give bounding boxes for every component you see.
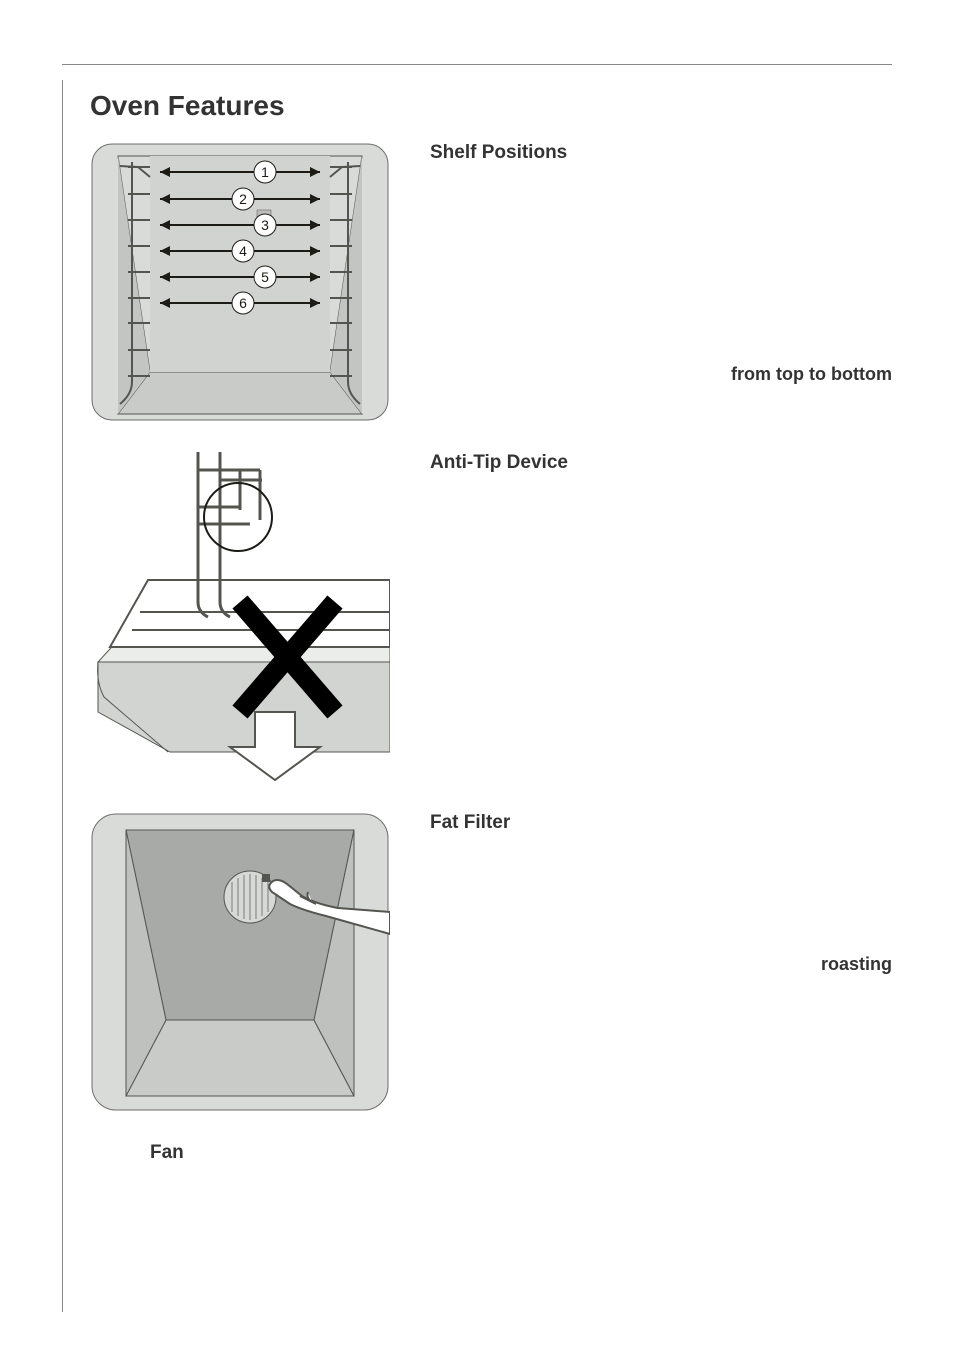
figure-anti-tip (90, 452, 390, 782)
left-rule (62, 80, 63, 1312)
text-antitip: Anti-Tip Device (430, 452, 892, 484)
section-shelf: 1 2 3 (90, 142, 892, 422)
caption-top-to-bottom: from top to bottom (430, 364, 892, 385)
section-antitip: Anti-Tip Device (90, 452, 892, 782)
shelf-label-2: 2 (239, 191, 247, 207)
section-fatfilter: Fat Filter roasting (90, 812, 892, 1112)
shelf-label-5: 5 (261, 269, 269, 285)
page: Oven Features (0, 0, 954, 1352)
page-title: Oven Features (90, 90, 892, 122)
shelf-label-4: 4 (239, 243, 247, 259)
content-area: Oven Features (90, 90, 892, 1164)
figure-shelf-positions: 1 2 3 (90, 142, 390, 422)
figure-fat-filter (90, 812, 390, 1112)
heading-fat-filter: Fat Filter (430, 812, 892, 834)
shelf-label-1: 1 (261, 164, 269, 180)
detail-roasting: roasting (430, 954, 892, 975)
fan-label: Fan (150, 1142, 892, 1164)
top-rule (62, 64, 892, 65)
heading-shelf-positions: Shelf Positions (430, 142, 892, 164)
text-shelf: Shelf Positions from top to bottom (430, 142, 892, 385)
heading-anti-tip: Anti-Tip Device (430, 452, 892, 474)
shelf-label-3: 3 (261, 217, 269, 233)
shelf-label-6: 6 (239, 295, 247, 311)
text-fatfilter: Fat Filter roasting (430, 812, 892, 975)
